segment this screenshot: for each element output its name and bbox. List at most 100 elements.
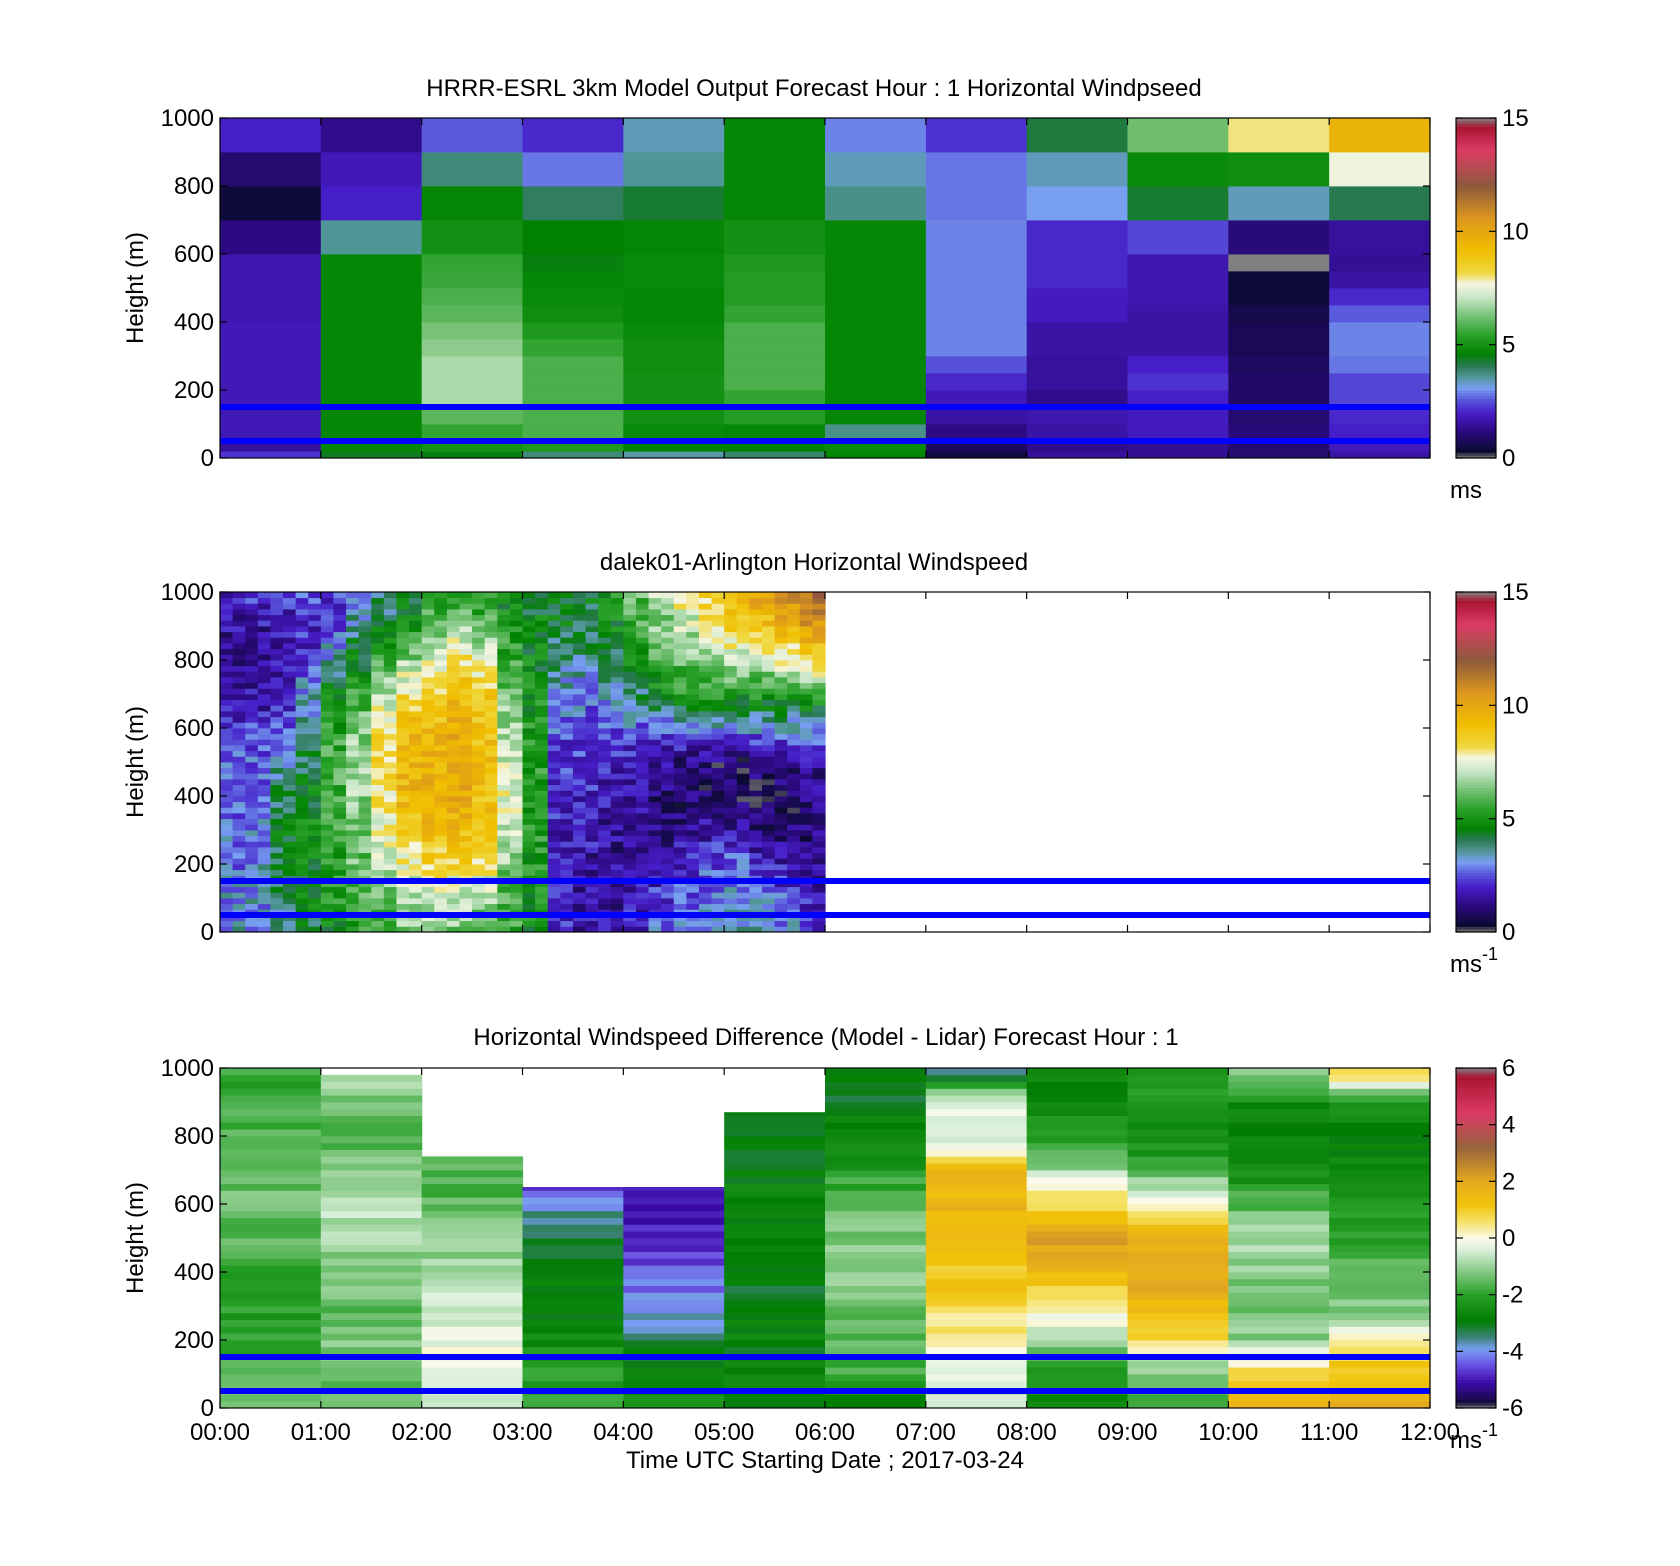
heatmap-cell — [812, 705, 826, 712]
heatmap-cell — [774, 648, 788, 655]
heatmap-cell — [761, 728, 776, 735]
heatmap-cell — [472, 733, 486, 740]
heatmap-cell — [698, 694, 713, 701]
heatmap-cell — [220, 665, 234, 672]
heatmap-cell — [509, 620, 524, 627]
heatmap-cell — [220, 1333, 322, 1341]
heatmap-cell — [686, 852, 700, 859]
heatmap-cell — [333, 807, 347, 814]
heatmap-cell — [295, 728, 309, 735]
heatmap-cell — [661, 767, 675, 774]
heatmap-cell — [383, 688, 398, 695]
heatmap-cell — [509, 603, 524, 610]
heatmap-cell — [598, 643, 612, 650]
heatmap-cell — [522, 699, 536, 706]
x-axis-ticks: 00:00 01:00 02:00 03:00 04:00 05:00 06:00 07:00… — [190, 1068, 1460, 1446]
heatmap-cell — [598, 767, 612, 774]
heatmap-cell — [220, 603, 234, 610]
heatmap-cell — [711, 750, 725, 757]
heatmap-cell — [434, 762, 448, 769]
heatmap-cell — [346, 739, 360, 746]
heatmap-cell — [610, 920, 624, 927]
heatmap-cell — [724, 643, 738, 650]
heatmap-cell — [257, 898, 272, 905]
heatmap-cell — [308, 671, 322, 678]
heatmap-cell — [1026, 186, 1129, 221]
heatmap-cell — [245, 818, 259, 825]
heatmap-cell — [623, 1306, 725, 1314]
heatmap-cell — [497, 620, 511, 627]
colorbar-swatch — [1456, 699, 1496, 703]
heatmap-cell — [560, 722, 574, 729]
heatmap-cell — [295, 841, 309, 848]
heatmap-cell — [434, 852, 448, 859]
heatmap-cell — [825, 339, 927, 357]
heatmap-cell — [812, 733, 826, 740]
heatmap-cell — [409, 614, 423, 621]
heatmap-cell — [598, 620, 612, 627]
heatmap-cell — [421, 699, 435, 706]
heatmap-cell — [711, 926, 725, 933]
heatmap-cell — [774, 807, 788, 814]
heatmap-cell — [648, 813, 662, 820]
heatmap-cell — [245, 728, 259, 735]
heatmap-cell — [698, 745, 713, 752]
heatmap-cell — [749, 677, 763, 684]
heatmap-cell — [774, 869, 788, 876]
heatmap-cell — [257, 699, 272, 706]
heatmap-cell — [220, 1224, 322, 1232]
heatmap-cell — [1026, 1156, 1129, 1164]
heatmap-cell — [749, 847, 763, 854]
heatmap-cell — [635, 898, 650, 905]
heatmap-cell — [421, 733, 435, 740]
heatmap-cell — [358, 677, 372, 684]
heatmap-cell — [245, 739, 259, 746]
y-tick-label: 600 — [174, 1191, 214, 1218]
heatmap-cell — [547, 824, 561, 831]
heatmap-cell — [623, 881, 637, 888]
heatmap-cell — [825, 1244, 927, 1252]
heatmap-cell — [295, 784, 309, 791]
heatmap-cell — [446, 790, 461, 797]
heatmap-cell — [232, 716, 246, 723]
heatmap-cell — [635, 852, 650, 859]
heatmap-cell — [825, 305, 927, 323]
heatmap-cell — [245, 886, 259, 893]
heatmap-cell — [346, 784, 360, 791]
heatmap-cell — [346, 841, 360, 848]
heatmap-cell — [472, 784, 486, 791]
heatmap-cell — [295, 920, 309, 927]
heatmap-cell — [220, 1217, 322, 1225]
colorbar-swatch — [1456, 832, 1496, 837]
heatmap-cell — [585, 847, 599, 854]
heatmap-cell — [774, 677, 788, 684]
heatmap-cell — [421, 1258, 524, 1266]
heatmap-cell — [421, 665, 435, 672]
heatmap-cell — [409, 716, 423, 723]
heatmap-cell — [547, 858, 561, 865]
colorbar-tick-label: 6 — [1502, 1055, 1515, 1082]
heatmap-cell — [1026, 1204, 1129, 1212]
heatmap-cell — [560, 739, 574, 746]
heatmap-cell — [1329, 1190, 1431, 1198]
heatmap-cell — [383, 626, 398, 633]
heatmap-cell — [535, 767, 549, 774]
heatmap-cell — [661, 654, 675, 661]
heatmap-cell — [320, 631, 335, 638]
colorbar-swatch — [1456, 657, 1496, 661]
heatmap-cell — [421, 1224, 524, 1232]
heatmap-cell — [560, 920, 574, 927]
heatmap-cell — [333, 790, 347, 797]
heatmap-cell — [383, 824, 398, 831]
heatmap-cell — [283, 705, 297, 712]
heatmap-cell — [220, 424, 322, 438]
colorbar-swatch — [1456, 1184, 1496, 1188]
heatmap-cell — [283, 886, 297, 893]
heatmap-cell — [270, 643, 284, 650]
heatmap-cell — [635, 750, 650, 757]
colorbar-swatch — [1456, 378, 1496, 382]
heatmap-cell — [396, 643, 410, 650]
heatmap-cell — [1228, 1176, 1330, 1184]
heatmap-cell — [774, 694, 788, 701]
heatmap-cell — [1127, 1224, 1229, 1232]
